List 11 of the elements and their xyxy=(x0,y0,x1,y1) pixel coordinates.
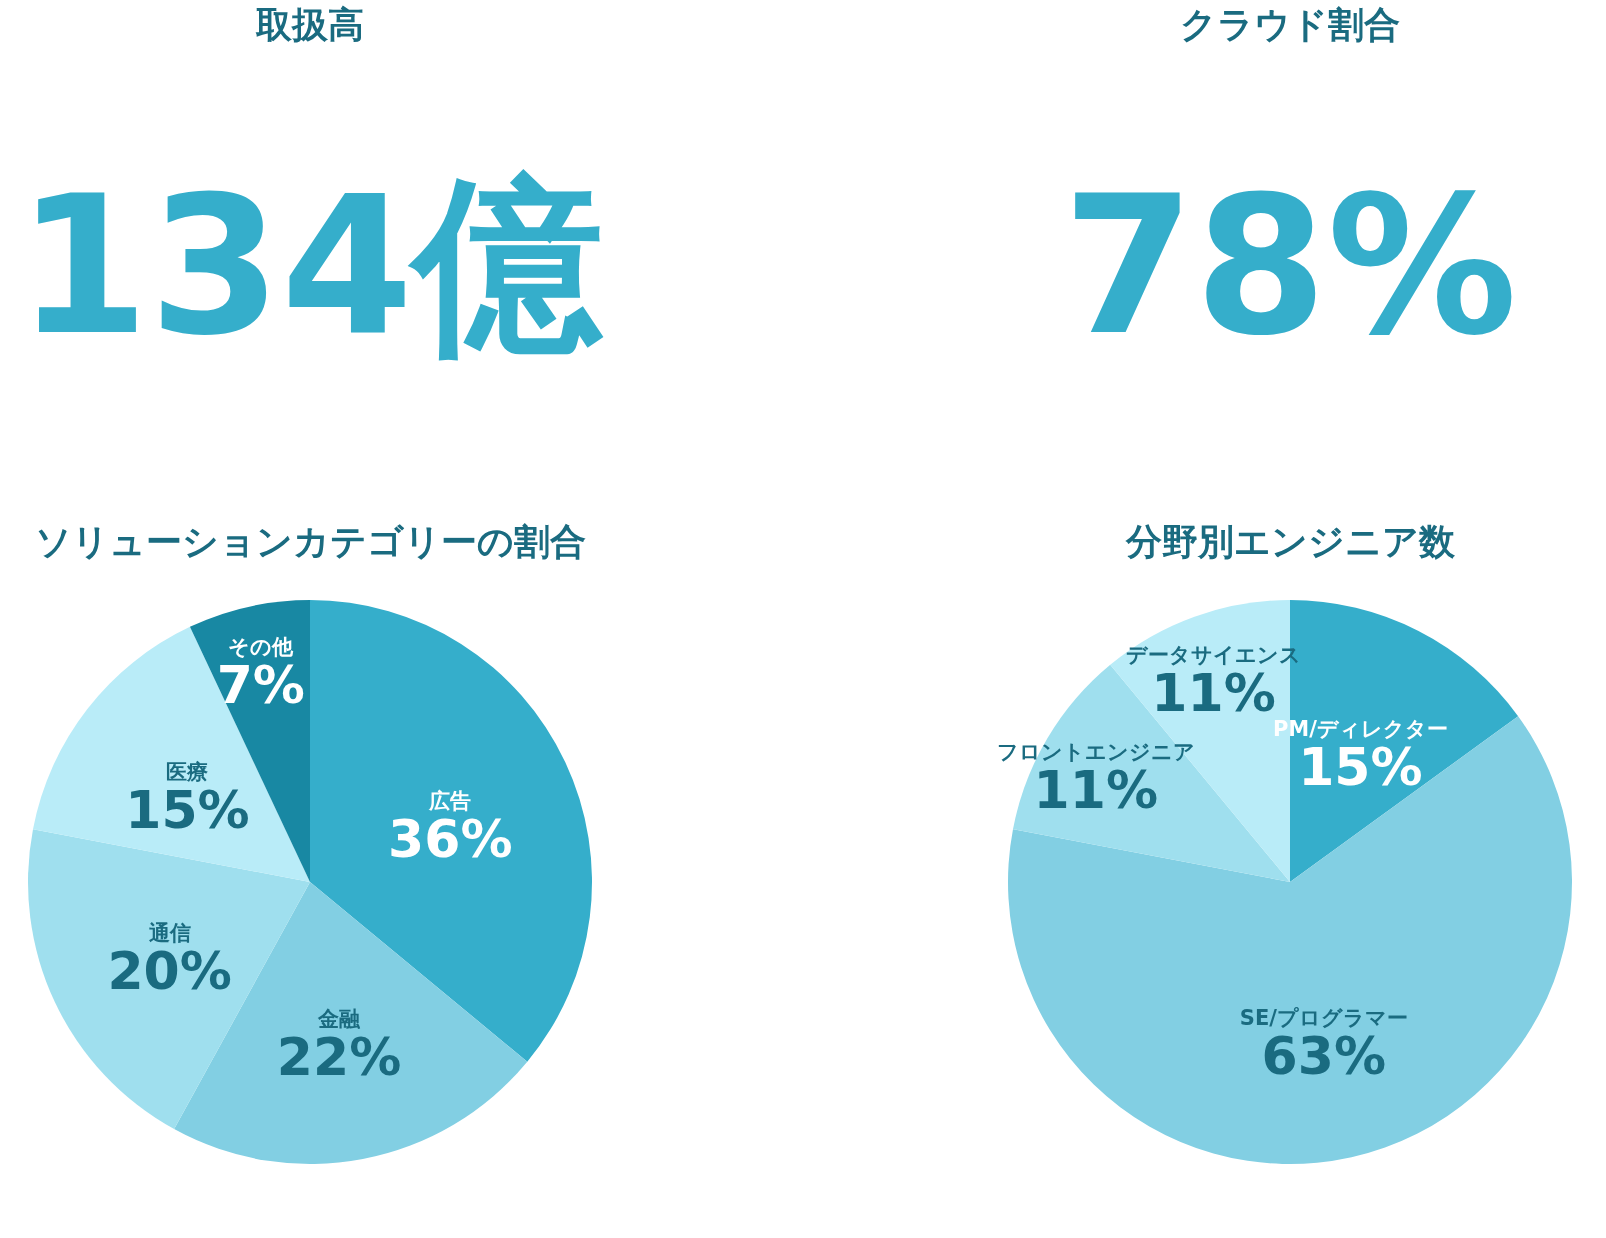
slice-label: フロントエンジニア xyxy=(996,740,1195,765)
text: 78% xyxy=(1062,156,1518,377)
slice-label: 通信 xyxy=(147,921,191,946)
text: 134億 xyxy=(16,156,605,377)
slice-label: SE/プログラマー xyxy=(1239,1006,1408,1031)
slice-label: 金融 xyxy=(317,1007,362,1032)
pie-slice xyxy=(33,626,310,882)
chart-title: 分野別エンジニア数 xyxy=(1124,521,1456,562)
text: クラウド割合 xyxy=(1180,4,1400,45)
text: 取扱高 xyxy=(255,4,364,45)
chart-title: ソリューションカテゴリーの割合 xyxy=(34,521,586,562)
